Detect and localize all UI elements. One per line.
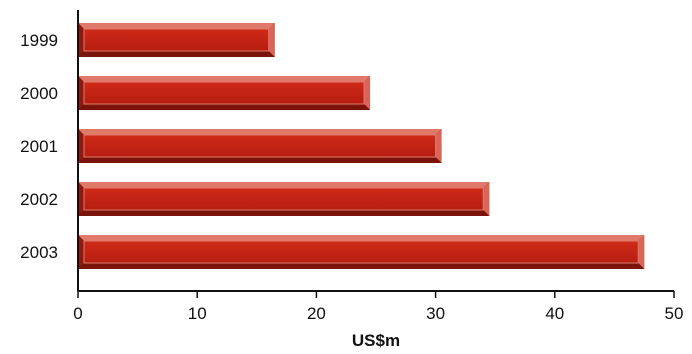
bar-bevel-right: [364, 76, 371, 110]
x-tick-label-20: 20: [307, 304, 326, 323]
bar-bevel-bottom: [78, 210, 490, 216]
bars-layer: [78, 23, 645, 269]
bar-bevel-left: [78, 235, 84, 269]
bar-bevel-left: [78, 23, 84, 57]
bar-face: [83, 28, 270, 52]
bar-bevel-right: [638, 235, 645, 269]
y-tick-label-2002: 2002: [20, 190, 58, 209]
bar-bevel-top: [78, 129, 442, 135]
bar-bevel-bottom: [78, 104, 371, 110]
bar-bevel-top: [78, 23, 275, 29]
bar-2001: [78, 129, 442, 163]
x-tick-label-50: 50: [665, 304, 684, 323]
y-tick-labels: 1999 2000 2001 2002 2003: [20, 31, 58, 262]
y-tick-label-2000: 2000: [20, 84, 58, 103]
bar-bevel-left: [78, 76, 84, 110]
bar-bevel-right: [268, 23, 275, 57]
bar-bevel-bottom: [78, 51, 275, 57]
bar-2000: [78, 76, 371, 110]
bar-face: [83, 187, 484, 211]
bar-bevel-right: [435, 129, 442, 163]
bar-face: [83, 81, 365, 105]
bar-bevel-top: [78, 182, 490, 188]
x-tick-label-40: 40: [545, 304, 564, 323]
y-tick-label-1999: 1999: [20, 31, 58, 50]
bar-bevel-top: [78, 235, 645, 241]
x-axis-title: US$m: [352, 331, 400, 350]
bar-face: [83, 240, 639, 264]
bar-2003: [78, 235, 645, 269]
axes-layer: [77, 10, 674, 292]
bar-face: [83, 134, 437, 158]
bar-bevel-top: [78, 76, 371, 82]
bar-bevel-right: [483, 182, 490, 216]
bar-bevel-bottom: [78, 157, 442, 163]
x-tick-label-30: 30: [426, 304, 445, 323]
bar-2002: [78, 182, 490, 216]
bar-bevel-left: [78, 129, 84, 163]
bar-bevel-left: [78, 182, 84, 216]
bar-1999: [78, 23, 275, 57]
bar-bevel-bottom: [78, 263, 645, 269]
y-tick-label-2003: 2003: [20, 243, 58, 262]
x-tick-label-0: 0: [73, 304, 82, 323]
y-tick-label-2001: 2001: [20, 137, 58, 156]
x-tick-labels: 0 10 20 30 40 50: [73, 291, 683, 323]
x-tick-label-10: 10: [188, 304, 207, 323]
